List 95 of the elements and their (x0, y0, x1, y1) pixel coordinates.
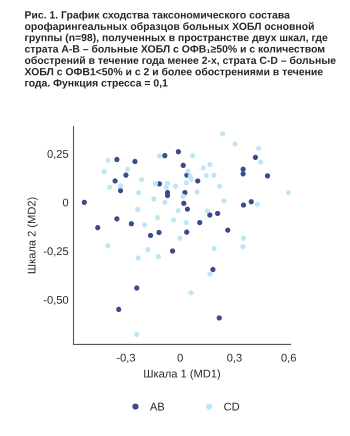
point (177, 236, 182, 241)
point (114, 156, 120, 162)
point (125, 166, 130, 172)
point (211, 246, 217, 252)
x-tick-label: 0,3 (227, 354, 242, 363)
point (256, 146, 262, 152)
point (180, 194, 186, 199)
point (156, 153, 162, 159)
point (254, 202, 260, 207)
point (200, 165, 206, 170)
point (240, 202, 246, 208)
point (102, 169, 107, 174)
point (162, 200, 168, 205)
y-tick-label: -0,50 (44, 296, 68, 306)
point (176, 149, 181, 154)
point (240, 236, 246, 241)
point (194, 189, 200, 195)
point (123, 172, 129, 178)
point (142, 222, 148, 228)
point (118, 188, 124, 194)
y-tick-label: 0 (62, 198, 68, 206)
point (151, 196, 157, 202)
point (112, 178, 118, 184)
point (152, 180, 158, 186)
point (145, 247, 150, 252)
point (136, 190, 142, 196)
point (180, 162, 186, 168)
point (176, 208, 181, 214)
point (82, 200, 87, 205)
point (154, 214, 160, 220)
point (221, 198, 227, 204)
point (188, 176, 194, 182)
point (163, 184, 169, 190)
point (118, 183, 124, 188)
x-tick-label: 0,6 (281, 354, 296, 363)
x-tick-label: 0 (178, 354, 183, 362)
point (170, 248, 176, 254)
point (220, 131, 226, 136)
point (184, 180, 189, 186)
point (162, 153, 168, 158)
point (136, 255, 141, 261)
point (215, 210, 220, 216)
point (156, 254, 162, 260)
point (156, 230, 162, 236)
legend-label: AB (150, 402, 164, 410)
point (134, 285, 140, 291)
point (181, 200, 186, 206)
point (114, 216, 120, 222)
point (105, 158, 110, 163)
point (217, 184, 222, 189)
point (204, 172, 210, 178)
point (232, 141, 238, 147)
legend-label: CD (224, 402, 240, 411)
y-tick-label: 0,25 (47, 150, 68, 160)
point (195, 178, 200, 184)
point (170, 217, 176, 222)
point (188, 290, 194, 296)
point (216, 315, 222, 321)
point (197, 220, 202, 226)
point (134, 332, 140, 338)
point (190, 153, 196, 158)
y-tick-label: -0,25 (44, 247, 68, 256)
point (252, 154, 258, 160)
point (172, 184, 178, 189)
point (240, 166, 246, 172)
point (207, 212, 212, 218)
point (185, 168, 191, 174)
point (207, 162, 212, 168)
point (204, 208, 210, 214)
point (148, 232, 154, 238)
point (132, 158, 138, 164)
point (264, 173, 270, 178)
point (184, 230, 190, 235)
point (105, 243, 110, 248)
x-tick-label: -0,3 (116, 354, 136, 363)
point (210, 266, 216, 272)
point (135, 206, 140, 212)
point (184, 206, 190, 212)
point (240, 244, 246, 250)
point (138, 176, 144, 182)
point (184, 220, 189, 226)
chart-title: Рис. 1. График сходства таксономического состава орофарингеальных образцов больных ХОБЛ основной группы (n=98), полученных в пространстве двух шкал, где страта А-В – больные ХОБЛ с ОФВ₁≥50% и с количеством обострений в течение года менее 2-х, страта С-D – больные ХОБЛ с ОФВ1<50% и с 2 и более обострениями в течение года. Функция стресса = 0,1 (24, 10, 336, 89)
point (258, 159, 264, 165)
y-axis-title: Шкала 2 (MD2) (27, 197, 38, 274)
point (286, 190, 290, 196)
point (128, 221, 134, 226)
point (225, 228, 230, 233)
point (248, 199, 254, 204)
point (107, 184, 112, 190)
point (211, 172, 217, 178)
x-axis-title: Шкала 1 (MD1) (144, 369, 220, 380)
point (207, 272, 212, 277)
point (240, 171, 246, 177)
point (116, 306, 122, 312)
point (95, 225, 100, 230)
